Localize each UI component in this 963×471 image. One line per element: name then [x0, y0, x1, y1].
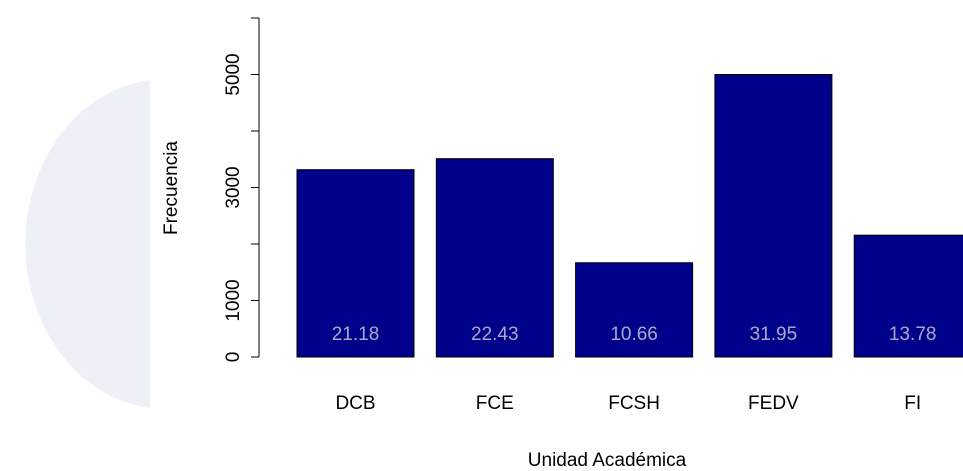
x-axis-title: Unidad Académica: [528, 450, 687, 471]
bar: [714, 74, 833, 358]
y-tick-label: 0: [223, 352, 244, 363]
x-tick-label: FI: [904, 393, 921, 414]
y-tick-label: 3000: [223, 166, 244, 208]
x-tick-label: DCB: [335, 393, 375, 414]
x-tick-label: FEDV: [748, 393, 799, 414]
value-label: 31.95: [750, 324, 798, 345]
bar: [435, 158, 554, 358]
bar: [853, 234, 963, 358]
y-axis-title: Frecuencia: [161, 141, 182, 235]
value-label: 10.66: [610, 324, 658, 345]
y-tick-label: 1000: [223, 279, 244, 321]
value-label: 21.18: [332, 324, 380, 345]
x-tick-label: FCSH: [608, 393, 660, 414]
y-tick-label: 5000: [223, 53, 244, 95]
background-shape: [25, 80, 150, 408]
x-tick-label: FCE: [476, 393, 514, 414]
bar: [575, 262, 694, 358]
bar: [296, 169, 415, 358]
value-label: 22.43: [471, 324, 519, 345]
value-label: 13.78: [889, 324, 937, 345]
